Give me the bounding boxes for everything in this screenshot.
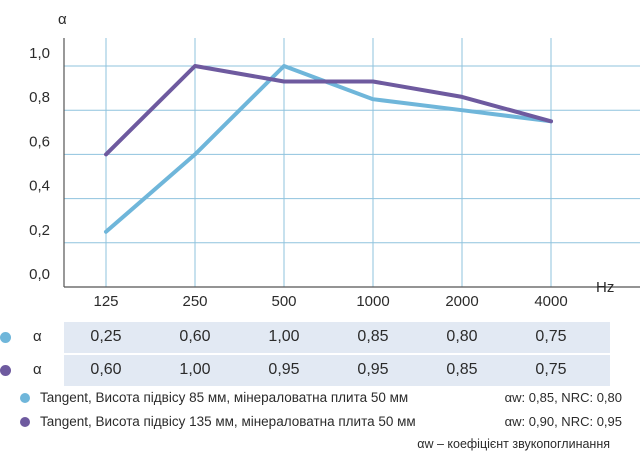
footnote: αw – коефіцієнт звукопоглинання <box>417 437 610 451</box>
legend-label: Tangent, Висота підвісу 135 мм, мінерало… <box>40 414 416 429</box>
legend-rating: αw: 0,85, NRC: 0,80 <box>504 390 622 405</box>
row-dot-icon <box>0 365 11 376</box>
x-tick-label: 1000 <box>356 293 389 310</box>
row-label: α <box>33 328 42 345</box>
row-label: α <box>33 361 42 378</box>
table-row-series-1 <box>64 322 610 353</box>
y-tick-label: 0,6 <box>29 133 50 150</box>
series-lines <box>104 64 553 234</box>
table-cell: 0,60 <box>90 361 122 378</box>
axes: 0,0 0,2 0,4 0,6 0,8 1,0 125 250 500 1000 2000 4000 <box>29 38 640 310</box>
table-row-series-2 <box>64 355 610 386</box>
legend-dot-icon <box>20 417 30 427</box>
legend-dot-icon <box>20 393 30 403</box>
x-tick-label: 500 <box>271 293 296 310</box>
table-cell: 0,75 <box>535 328 567 345</box>
grid-lines <box>64 38 640 287</box>
x-tick-label: 125 <box>93 293 118 310</box>
x-axis-label: Hz <box>596 279 614 296</box>
row-dot-icon <box>0 332 11 343</box>
table-cell: 0,95 <box>268 361 300 378</box>
y-tick-label: 1,0 <box>29 45 50 62</box>
table-cell: 0,85 <box>357 328 389 345</box>
y-tick-label: 0,4 <box>29 178 50 195</box>
y-axis-label: α <box>58 11 67 28</box>
table-cell: 1,00 <box>179 361 211 378</box>
table-cell: 0,60 <box>179 328 211 345</box>
table-cell: 1,00 <box>268 328 300 345</box>
x-tick-label: 250 <box>182 293 207 310</box>
y-tick-label: 0,2 <box>29 222 50 239</box>
y-tick-label: 0,0 <box>29 266 50 283</box>
legend-item-2: Tangent, Висота підвісу 135 мм, мінерало… <box>0 413 640 433</box>
legend-rating: αw: 0,90, NRC: 0,95 <box>504 414 622 429</box>
table-cell: 0,25 <box>90 328 122 345</box>
table-cell: 0,80 <box>446 328 478 345</box>
x-tick-label: 4000 <box>534 293 567 310</box>
legend-item-1: Tangent, Висота підвісу 85 мм, мінералов… <box>0 389 640 409</box>
table-cell: 0,75 <box>535 361 567 378</box>
legend-label: Tangent, Висота підвісу 85 мм, мінералов… <box>40 390 409 405</box>
y-tick-label: 0,8 <box>29 89 50 106</box>
table-cell: 0,95 <box>357 361 389 378</box>
series-line-2 <box>104 64 553 157</box>
table-cell: 0,85 <box>446 361 478 378</box>
x-tick-label: 2000 <box>445 293 478 310</box>
